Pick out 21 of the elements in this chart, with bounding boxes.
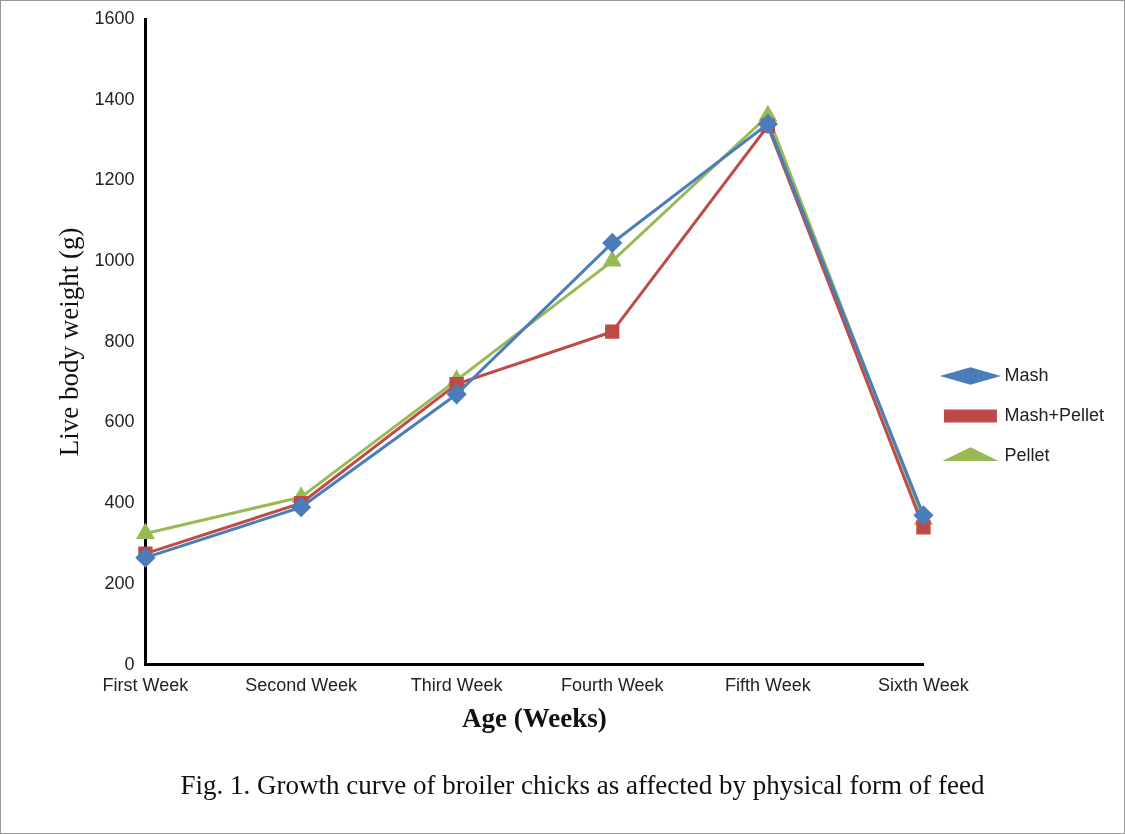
y-tick-label: 200 — [104, 572, 135, 593]
y-tick-label: 800 — [104, 330, 135, 351]
y-tick-label: 1000 — [94, 250, 135, 271]
x-tick-label: Third Week — [410, 675, 504, 696]
legend-label: Pellet — [1004, 444, 1050, 465]
y-tick-label: 0 — [124, 653, 135, 674]
x-tick-label: Fourth Week — [560, 675, 665, 696]
x-tick-label: Sixth Week — [878, 675, 970, 696]
y-tick-label: 1400 — [94, 88, 135, 109]
x-tick-label: First Week — [102, 675, 190, 696]
x-tick-label: Fifth Week — [724, 675, 812, 696]
y-tick-label: 400 — [104, 492, 135, 513]
legend-label: Mash+Pellet — [1004, 404, 1105, 425]
y-tick-label: 1200 — [94, 169, 135, 190]
text: Fig. 1. Growth curve of broiler chicks as affected by physical form of feed — [180, 769, 985, 800]
y-tick-label: 600 — [104, 411, 135, 432]
legend-label: Mash — [1004, 364, 1049, 385]
x-axis-title: Age (Weeks) — [462, 703, 607, 734]
x-tick-label: Second Week — [245, 675, 358, 696]
y-tick-label: 1600 — [94, 7, 135, 28]
y-axis-title: Live body weight (g) — [54, 227, 85, 457]
